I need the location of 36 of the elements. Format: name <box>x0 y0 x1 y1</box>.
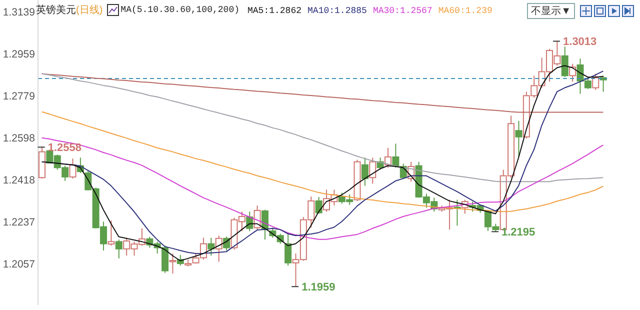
text: (日线) <box>76 4 103 17</box>
candlestick <box>108 220 115 246</box>
candlestick <box>592 73 600 90</box>
candlestick <box>561 46 568 78</box>
text: 1.2195 <box>502 226 536 239</box>
candlestick <box>169 253 176 274</box>
text: 英镑美元 <box>36 4 76 17</box>
text: 1.2558 <box>48 142 82 154</box>
candlestick <box>515 120 522 158</box>
candlestick <box>369 157 376 184</box>
annotation: MA(5.10.30.60,100,200) <box>120 5 240 15</box>
candlestick <box>69 158 76 180</box>
candlestick <box>361 157 368 186</box>
y-tick-label: 1.2598 <box>2 132 36 145</box>
candlestick <box>284 233 292 266</box>
y-tick-label: 1.2779 <box>2 90 36 102</box>
text: MA30:1.2567 <box>372 6 432 16</box>
y-tick-label: 1.2418 <box>2 174 36 186</box>
text: MA60:1.239 <box>438 6 492 16</box>
candlestick <box>208 237 215 256</box>
candlestick <box>115 239 122 259</box>
y-tick-label: 1.2057 <box>2 258 36 271</box>
line-series <box>41 73 604 182</box>
candlestick <box>162 245 169 274</box>
y-tick-label: 1.2959 <box>2 48 36 61</box>
candlestick <box>392 143 400 168</box>
text: 1.1959 <box>302 282 336 294</box>
y-tick-label: 1.2237 <box>2 216 36 229</box>
y-tick-label: 1.3139 <box>2 6 36 19</box>
text: 1.3013 <box>563 36 597 48</box>
candlestick <box>384 147 392 168</box>
candlestick <box>215 235 222 262</box>
line-series <box>41 137 604 240</box>
text: MA5:1.2862 <box>248 6 302 16</box>
annotation: 不显示▼ <box>527 3 575 19</box>
text: MA10:1.2885 <box>308 6 367 16</box>
